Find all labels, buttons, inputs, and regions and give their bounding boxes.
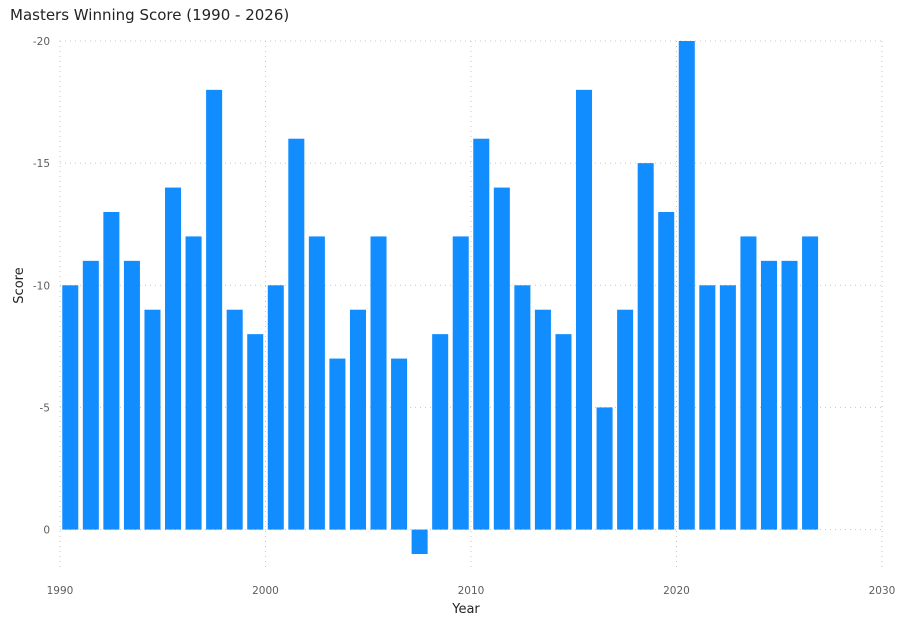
bar[interactable]: [555, 334, 572, 530]
x-tick-label: 1990: [47, 585, 74, 597]
bar[interactable]: [493, 187, 510, 530]
bar[interactable]: [185, 236, 202, 530]
bar[interactable]: [165, 187, 182, 530]
y-tick-label: -5: [40, 402, 50, 414]
bar[interactable]: [576, 89, 593, 530]
bar[interactable]: [432, 334, 449, 530]
bar[interactable]: [308, 236, 325, 530]
bar[interactable]: [103, 212, 120, 530]
bar[interactable]: [144, 309, 161, 530]
bar[interactable]: [123, 260, 140, 530]
bar[interactable]: [760, 260, 777, 530]
bar[interactable]: [62, 285, 79, 530]
bar[interactable]: [637, 163, 654, 530]
x-axis-tick-labels: 1990 2000 2010 2020 2030: [47, 585, 896, 597]
x-tick-label: 2000: [252, 585, 279, 597]
bar[interactable]: [267, 285, 284, 530]
bar[interactable]: [658, 212, 675, 530]
y-tick-label: 0: [43, 525, 50, 537]
bar[interactable]: [452, 236, 469, 530]
bar[interactable]: [740, 236, 757, 530]
bar[interactable]: [617, 309, 634, 530]
y-tick-label: -15: [33, 158, 50, 170]
bar[interactable]: [247, 334, 264, 530]
y-axis-title: Score: [12, 267, 27, 303]
bar[interactable]: [781, 260, 798, 530]
bar[interactable]: [349, 309, 366, 530]
bars: [62, 41, 819, 554]
bar[interactable]: [514, 285, 531, 530]
bar[interactable]: [391, 358, 408, 530]
bar[interactable]: [534, 309, 551, 530]
bar[interactable]: [411, 529, 428, 554]
bar[interactable]: [370, 236, 387, 530]
y-tick-label: -20: [33, 36, 50, 48]
x-tick-label: 2030: [869, 585, 896, 597]
bar[interactable]: [699, 285, 716, 530]
x-tick-label: 2010: [458, 585, 485, 597]
y-axis-tick-labels: -20 -15 -10 -5 0: [33, 36, 50, 537]
bar[interactable]: [802, 236, 819, 530]
y-tick-label: -10: [33, 280, 50, 292]
chart-title: Masters Winning Score (1990 - 2026): [10, 6, 290, 24]
bar[interactable]: [473, 138, 490, 530]
gridlines: [59, 40, 883, 570]
bar[interactable]: [719, 285, 736, 530]
bar[interactable]: [678, 41, 695, 530]
bar[interactable]: [226, 309, 243, 530]
x-axis-title: Year: [451, 602, 480, 617]
bar[interactable]: [82, 260, 99, 530]
x-tick-label: 2020: [663, 585, 690, 597]
bar[interactable]: [596, 407, 613, 530]
bar[interactable]: [329, 358, 346, 530]
bar[interactable]: [206, 89, 223, 530]
bar[interactable]: [288, 138, 305, 530]
